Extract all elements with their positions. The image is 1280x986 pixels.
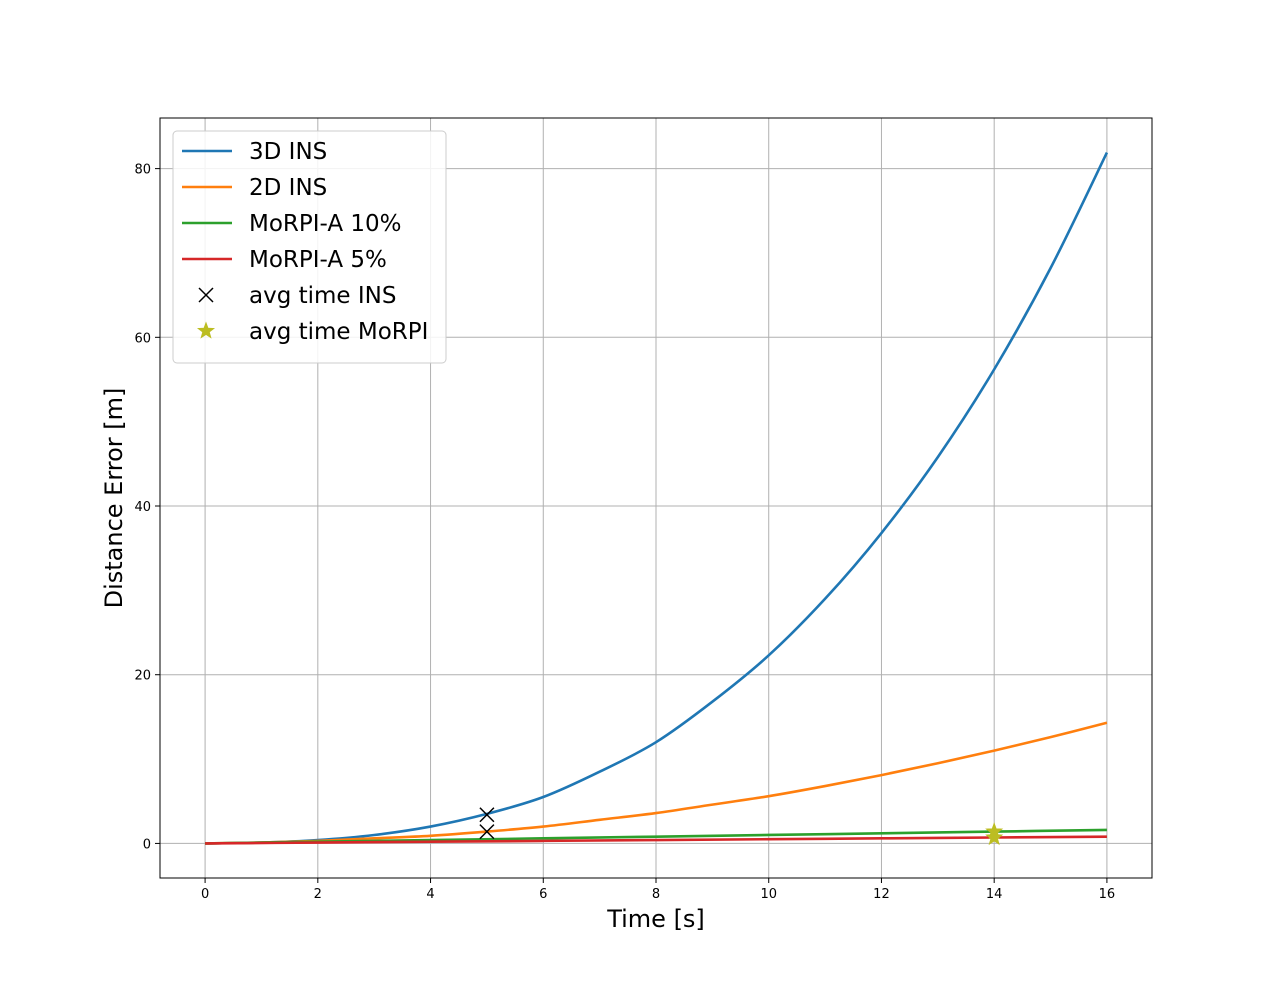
- x-axis-ticks: 0 2 4 6 8 10 12 14 16: [201, 878, 1115, 902]
- legend-swatch-avg-time-morpi: [196, 321, 216, 339]
- x-tick-label: 6: [539, 887, 547, 902]
- x-tick-label: 4: [426, 887, 434, 902]
- y-axis-ticks: 0 20 40 60 80: [134, 163, 160, 852]
- series-line-3d-ins: [205, 152, 1109, 845]
- x-tick-label: 10: [760, 887, 777, 902]
- marker-layer: [479, 807, 1004, 846]
- y-tick-label: 20: [134, 669, 151, 684]
- series-line-2d-ins: [205, 721, 1108, 845]
- legend-label-morpi-a-5: MoRPI-A 5%: [249, 247, 387, 273]
- x-tick-label: 16: [1099, 887, 1116, 902]
- x-tick-label: 12: [873, 887, 890, 902]
- legend-box: [172, 130, 447, 364]
- marker-avg-time-morpi: [985, 828, 1004, 846]
- y-tick-label: 40: [134, 500, 151, 515]
- series-layer: [205, 152, 1109, 845]
- legend-label-2d-ins: 2D INS: [249, 175, 327, 201]
- legend-swatch-avg-time-ins: [198, 287, 214, 303]
- x-tick-label: 2: [314, 887, 322, 902]
- y-tick-label: 80: [134, 163, 151, 178]
- x-tick-label: 8: [652, 887, 660, 902]
- legend-swatch-avg-time-ins-stroke-b: [198, 287, 214, 303]
- legend: 3D INS 2D INS MoRPI-A 10% MoRPI-A 5% avg tim…: [172, 130, 447, 364]
- legend-label-avg-time-morpi: avg time MoRPI: [249, 319, 428, 345]
- x-axis-title: Time [s]: [606, 905, 705, 933]
- legend-label-morpi-a-10: MoRPI-A 10%: [249, 211, 402, 237]
- x-tick-label: 0: [201, 887, 209, 902]
- marker-avg-time-ins: [479, 824, 495, 840]
- legend-label-avg-time-ins: avg time INS: [249, 283, 396, 309]
- marker-avg-time-ins-stroke-b: [479, 824, 495, 840]
- series-line-morpi-a-5: [205, 835, 1107, 845]
- y-axis-title: Distance Error [m]: [100, 388, 128, 609]
- marker-avg-time-ins-stroke-b: [479, 807, 495, 823]
- y-tick-label: 0: [143, 837, 151, 852]
- x-tick-label: 14: [986, 887, 1003, 902]
- y-tick-label: 60: [134, 331, 151, 346]
- marker-avg-time-ins: [479, 807, 495, 823]
- legend-label-3d-ins: 3D INS: [249, 139, 327, 165]
